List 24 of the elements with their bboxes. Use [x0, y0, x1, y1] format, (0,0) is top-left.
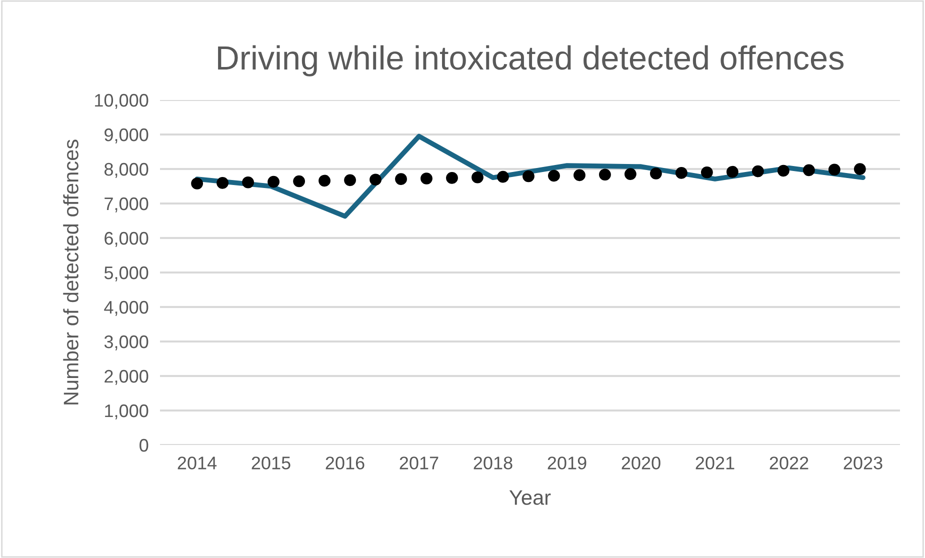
y-tick-label: 8,000	[104, 162, 148, 178]
y-tick-label: 7,000	[104, 197, 148, 212]
x-tick-label: 2017	[400, 456, 438, 470]
y-tick-label: 3,000	[104, 335, 148, 350]
chart-title: Driving while intoxicated detected offences	[218, 45, 844, 76]
x-tick-label: 2020	[622, 456, 660, 470]
x-tick-label: 2014	[178, 456, 217, 470]
y-tick-label: 2,000	[104, 370, 148, 385]
x-tick-label: 2016	[326, 456, 364, 470]
x-tick-label: 2015	[252, 456, 290, 470]
y-tick-label: 1,000	[105, 404, 148, 420]
x-tick-label: 2021	[696, 456, 734, 470]
x-axis-title: Year	[509, 490, 551, 505]
y-tick-label: 6,000	[104, 232, 148, 247]
x-tick-label: 2023	[844, 456, 882, 470]
x-tick-label: 2019	[548, 456, 586, 470]
y-tick-label: 9,000	[104, 128, 148, 144]
x-tick-label: 2022	[770, 456, 808, 470]
y-axis-title: Number of detected offences	[63, 140, 78, 404]
x-tick-label: 2018	[474, 456, 512, 470]
y-tick-label: 10,000	[95, 94, 148, 109]
y-tick-label: 5,000	[104, 266, 148, 282]
y-tick-label: 4,000	[104, 300, 148, 316]
y-tick-label: 0	[140, 438, 148, 452]
